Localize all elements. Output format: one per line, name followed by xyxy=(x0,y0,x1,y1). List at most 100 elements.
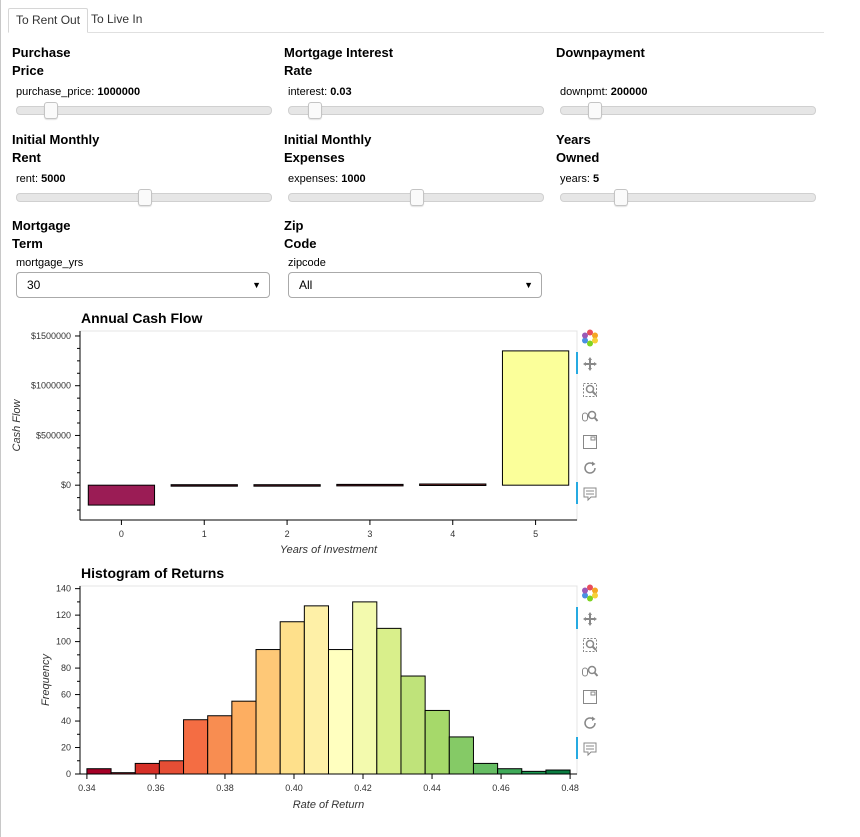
y-tick-label: 140 xyxy=(56,584,71,594)
x-tick-label: 0.48 xyxy=(561,783,579,793)
y-tick-label: 20 xyxy=(61,743,71,753)
histogram-bar xyxy=(86,768,112,775)
expenses-slider[interactable] xyxy=(288,189,544,206)
histogram-bar xyxy=(472,762,499,775)
cash-flow-bar xyxy=(501,350,570,486)
interest-slider-handle[interactable] xyxy=(308,102,322,119)
histogram-title: Histogram of Returns xyxy=(81,565,225,581)
cash-flow-bar xyxy=(87,484,156,506)
x-tick-label: 5 xyxy=(533,529,538,539)
box-zoom-icon[interactable] xyxy=(580,380,600,400)
wheel-zoom-icon[interactable] xyxy=(580,406,600,426)
histogram-bar xyxy=(303,605,329,775)
x-tick-label: 0.40 xyxy=(285,783,303,793)
purchase-price-value: 1000000 xyxy=(97,86,141,98)
zipcode-select[interactable]: All ▼ xyxy=(288,272,542,298)
expenses-control: Initial Monthly Expenses expenses: 1000 xyxy=(284,131,546,206)
years-title-2: Owned xyxy=(556,150,600,165)
bokeh-logo-icon[interactable] xyxy=(580,583,600,603)
cash-flow-toolbar xyxy=(576,328,602,510)
years-slider[interactable] xyxy=(560,189,816,206)
tab-to-live-in[interactable]: To Live In xyxy=(91,12,143,26)
active-tool-indicator xyxy=(576,737,578,759)
expenses-title: Initial Monthly xyxy=(284,132,372,147)
x-tick-label: 2 xyxy=(285,529,290,539)
mortgage-term-control: Mortgage Term mortgage_yrs 30 ▼ xyxy=(12,217,274,298)
interest-title: Mortgage Interest xyxy=(284,45,394,60)
cash-flow-chart[interactable]: $0 $500000 $1000000 $1500000 0 1 2 3 4 5 Years of … xyxy=(0,328,600,578)
mortgage-yrs-select[interactable]: 30 ▼ xyxy=(16,272,270,298)
years-control: Years Owned years: 5 xyxy=(556,131,818,206)
tab-bar: To Rent Out To Live In xyxy=(8,8,824,33)
rent-value: 5000 xyxy=(41,173,66,185)
downpayment-control: Downpayment downpmt: 200000 xyxy=(556,44,818,119)
histogram-bar xyxy=(352,601,378,775)
rent-title-2: Rent xyxy=(12,150,41,165)
x-tick-label: 0.34 xyxy=(78,783,96,793)
wheel-zoom-icon[interactable] xyxy=(580,661,600,681)
downpayment-name: downpmt: xyxy=(560,86,611,98)
hover-icon[interactable] xyxy=(580,484,600,504)
mortgage-term-title: Mortgage xyxy=(12,218,71,233)
y-tick-label: $1000000 xyxy=(31,381,71,391)
expenses-title-2: Expenses xyxy=(284,150,345,165)
interest-readout: interest: 0.03 xyxy=(288,86,546,100)
histogram-bar xyxy=(183,719,209,775)
y-tick-label: 40 xyxy=(61,716,71,726)
histogram-bar xyxy=(497,768,523,775)
years-name: years: xyxy=(560,173,594,185)
active-tool-indicator xyxy=(576,352,578,374)
rent-readout: rent: 5000 xyxy=(16,173,274,187)
rent-slider[interactable] xyxy=(16,189,272,206)
cash-flow-bar xyxy=(336,483,404,487)
x-tick-label: 0.44 xyxy=(423,783,441,793)
years-readout: years: 5 xyxy=(560,173,818,187)
histogram-bar xyxy=(207,715,233,775)
mortgage-yrs-selected: 30 xyxy=(27,278,41,292)
reset-icon[interactable] xyxy=(580,713,600,733)
reset-icon[interactable] xyxy=(580,458,600,478)
x-tick-label: 0.46 xyxy=(492,783,510,793)
histogram-chart[interactable]: 0 20 40 60 80 100 120 140 0.34 0.36 0.38 0.40 0.42 0.… xyxy=(0,583,600,823)
years-slider-handle[interactable] xyxy=(614,189,628,206)
x-axis-label: Rate of Return xyxy=(293,799,365,811)
cash-flow-bar xyxy=(253,484,321,487)
pan-icon[interactable] xyxy=(580,354,600,374)
x-tick-label: 0 xyxy=(119,529,124,539)
zipcode-control: Zip Code zipcode All ▼ xyxy=(284,217,546,298)
box-zoom-icon[interactable] xyxy=(580,635,600,655)
years-value: 5 xyxy=(593,173,600,185)
purchase-price-readout: purchase_price: 1000000 xyxy=(16,86,274,100)
cash-flow-bar xyxy=(419,483,487,486)
rent-name: rent: xyxy=(16,173,42,185)
bokeh-logo-icon[interactable] xyxy=(580,328,600,348)
chevron-down-icon: ▼ xyxy=(252,280,261,290)
tab-to-rent-out[interactable]: To Rent Out xyxy=(8,8,89,33)
active-tool-indicator xyxy=(576,607,578,629)
purchase-price-slider-handle[interactable] xyxy=(44,102,58,119)
histogram-bar xyxy=(545,769,571,775)
downpayment-slider[interactable] xyxy=(560,102,816,119)
active-tool-indicator xyxy=(576,482,578,504)
downpayment-slider-handle[interactable] xyxy=(588,102,602,119)
interest-control: Mortgage Interest Rate interest: 0.03 xyxy=(284,44,546,119)
hover-icon[interactable] xyxy=(580,739,600,759)
x-tick-label: 1 xyxy=(202,529,207,539)
interest-slider[interactable] xyxy=(288,102,544,119)
purchase-price-slider[interactable] xyxy=(16,102,272,119)
expenses-slider-handle[interactable] xyxy=(410,189,424,206)
x-tick-label: 0.36 xyxy=(147,783,165,793)
purchase-price-name: purchase_price: xyxy=(16,86,98,98)
histogram-bar xyxy=(424,709,450,775)
y-tick-label: 120 xyxy=(56,610,71,620)
histogram-bar xyxy=(110,772,136,775)
y-tick-label: $500000 xyxy=(36,430,71,440)
pan-icon[interactable] xyxy=(580,609,600,629)
rent-slider-handle[interactable] xyxy=(138,189,152,206)
rent-title: Initial Monthly xyxy=(12,132,100,147)
y-tick-label: $0 xyxy=(61,480,71,490)
save-icon[interactable] xyxy=(580,687,600,707)
interest-name: interest: xyxy=(288,86,331,98)
save-icon[interactable] xyxy=(580,432,600,452)
histogram-bar xyxy=(376,627,402,775)
